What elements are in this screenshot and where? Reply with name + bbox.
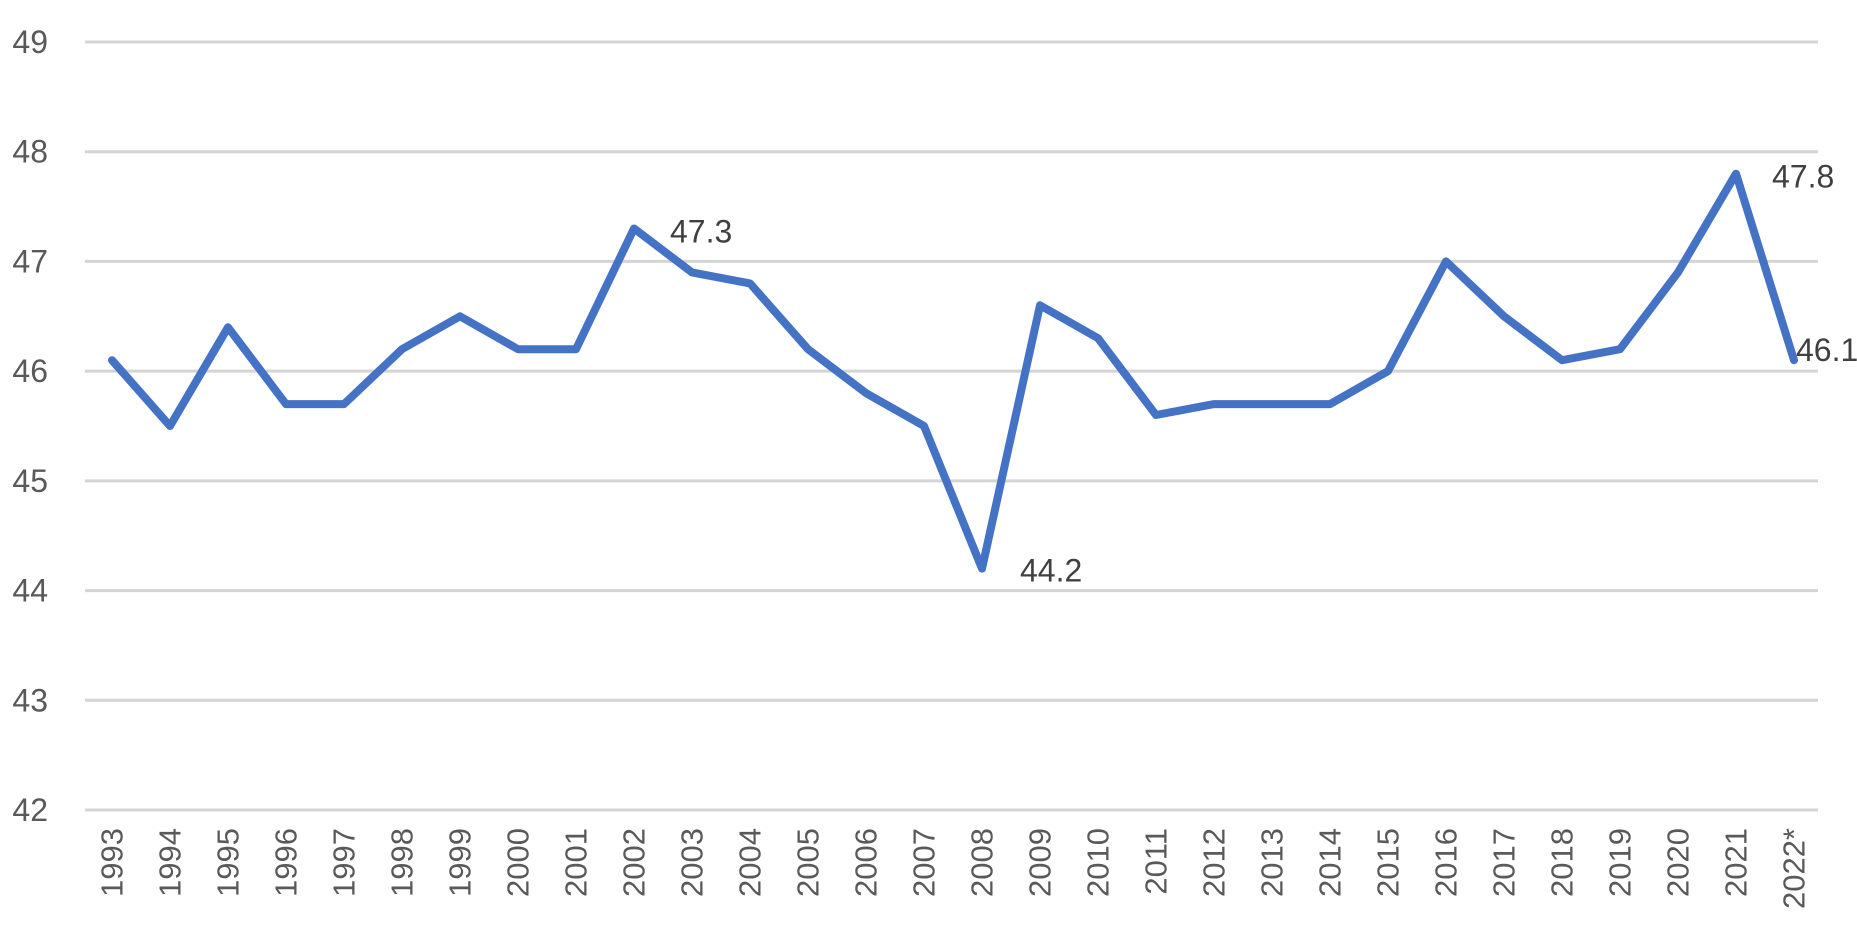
x-tick-label: 1995 bbox=[211, 828, 246, 897]
data-labels: 47.3 44.2 47.8 46.1 bbox=[670, 159, 1857, 589]
y-tick-label: 42 bbox=[12, 792, 48, 828]
x-tick-label: 2006 bbox=[849, 828, 884, 897]
x-tick-label: 2013 bbox=[1255, 828, 1290, 897]
x-tick-label: 2021 bbox=[1719, 828, 1754, 897]
data-label-2008: 44.2 bbox=[1020, 553, 1082, 589]
series-group bbox=[108, 169, 1798, 573]
y-axis-ticks: 42 43 44 45 46 47 48 49 bbox=[12, 24, 48, 828]
x-tick-label: 2020 bbox=[1661, 828, 1696, 897]
data-label-2002: 47.3 bbox=[670, 214, 732, 250]
x-tick-label: 2019 bbox=[1603, 828, 1638, 897]
x-tick-label: 2017 bbox=[1487, 828, 1522, 897]
x-tick-label: 2015 bbox=[1371, 828, 1406, 897]
x-tick-label: 2004 bbox=[733, 828, 768, 897]
y-tick-label: 49 bbox=[12, 24, 48, 60]
x-tick-label: 2022* bbox=[1777, 828, 1812, 909]
x-tick-label: 2009 bbox=[1023, 828, 1058, 897]
series-line-0 bbox=[108, 169, 1798, 573]
x-tick-label: 2007 bbox=[907, 828, 942, 897]
x-tick-label: 1998 bbox=[385, 828, 420, 897]
x-tick-label: 2001 bbox=[559, 828, 594, 897]
y-tick-label: 45 bbox=[12, 463, 48, 499]
x-tick-label: 2005 bbox=[791, 828, 826, 897]
x-tick-label: 2000 bbox=[501, 828, 536, 897]
x-tick-label: 2014 bbox=[1313, 828, 1348, 897]
y-tick-label: 46 bbox=[12, 353, 48, 389]
data-label-2021: 47.8 bbox=[1772, 159, 1834, 195]
x-tick-label: 1993 bbox=[95, 828, 130, 897]
x-tick-label: 2011 bbox=[1139, 828, 1174, 895]
x-tick-label: 2012 bbox=[1197, 828, 1232, 897]
x-tick-label: 1994 bbox=[153, 828, 188, 897]
y-tick-label: 47 bbox=[12, 243, 48, 279]
data-label-2022: 46.1 bbox=[1796, 332, 1857, 368]
x-tick-label: 2003 bbox=[675, 828, 710, 897]
x-tick-label: 2010 bbox=[1081, 828, 1116, 897]
x-tick-label: 2016 bbox=[1429, 828, 1464, 897]
x-tick-label: 1999 bbox=[443, 828, 478, 897]
y-tick-label: 44 bbox=[12, 573, 48, 609]
x-tick-label: 2008 bbox=[965, 828, 1000, 897]
x-tick-label: 1996 bbox=[269, 828, 304, 897]
x-axis-ticks: 1993 1994 1995 1996 1997 1998 1999 2000 2001 2002… bbox=[95, 828, 1812, 909]
y-tick-label: 48 bbox=[12, 134, 48, 170]
gridlines bbox=[85, 40, 1818, 812]
x-tick-label: 2018 bbox=[1545, 828, 1580, 897]
x-tick-label: 1997 bbox=[327, 828, 362, 897]
x-tick-label: 2002 bbox=[617, 828, 652, 897]
y-tick-label: 43 bbox=[12, 682, 48, 718]
